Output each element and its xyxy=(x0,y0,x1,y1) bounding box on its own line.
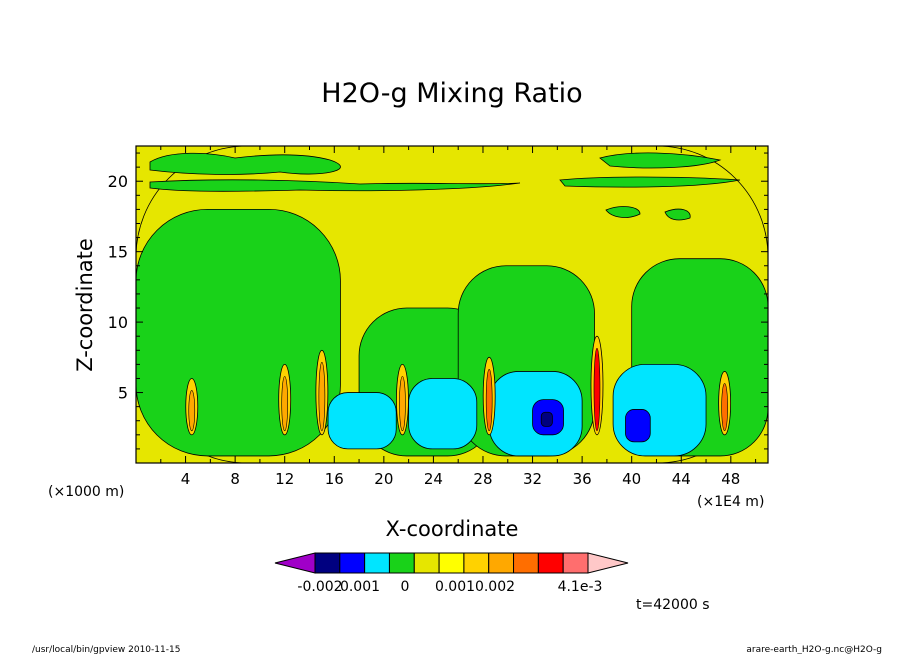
colorbar-label: -0.002 xyxy=(297,579,342,595)
x-tick-label: 12 xyxy=(275,470,294,488)
x-tick-label: 48 xyxy=(721,470,740,488)
contour-region-negative-mid xyxy=(625,409,651,443)
colorbar-swatch xyxy=(413,552,440,574)
upper-streaks xyxy=(149,152,741,221)
time-label: t=42000 s xyxy=(636,597,710,613)
colorbar-label: 0 xyxy=(401,579,410,595)
y-axis: 5 10 15 20 xyxy=(108,152,768,450)
y-tick-label: 15 xyxy=(108,243,128,262)
contour-region-zero xyxy=(136,209,341,457)
x-tick-label: 16 xyxy=(325,470,344,488)
x-axis: 4 8 12 16 20 24 28 32 36 40 44 48 xyxy=(160,146,757,488)
colorbar-label: 0.001 xyxy=(435,579,475,595)
colorbar-swatch xyxy=(339,552,366,574)
chart-title: H2O-g Mixing Ratio xyxy=(321,78,582,109)
plume-core xyxy=(485,369,493,432)
contour-region-negative-low xyxy=(408,378,478,450)
x-tick-label: 4 xyxy=(181,470,191,488)
contour-region-negative-high xyxy=(540,411,553,427)
x-tick-label: 24 xyxy=(424,470,443,488)
colorbar-label: 4.1e-3 xyxy=(558,579,603,595)
x-tick-label: 44 xyxy=(672,470,691,488)
colorbar-swatch xyxy=(537,552,564,574)
colorbar-label: 0.001 xyxy=(340,579,380,595)
x-tick-label: 20 xyxy=(374,470,393,488)
x-tick-label: 36 xyxy=(573,470,592,488)
plume-core xyxy=(318,361,326,432)
plume-core xyxy=(188,390,196,432)
contour-regions xyxy=(136,146,768,463)
footer-left-text: /usr/local/bin/gpview 2010-11-15 xyxy=(32,645,180,654)
x-axis-label: X-coordinate xyxy=(386,517,519,541)
colorbar-swatch xyxy=(463,552,490,574)
plot-frame xyxy=(135,145,769,464)
plot-field xyxy=(136,146,768,463)
x-tick-label: 40 xyxy=(622,470,641,488)
colorbar-swatch xyxy=(388,552,415,574)
contour-plumes xyxy=(185,335,732,436)
contour-region-negative-low xyxy=(327,392,397,450)
x-tick-label: 32 xyxy=(523,470,542,488)
colorbar-min-arrow xyxy=(274,552,316,574)
y-tick-label: 10 xyxy=(108,313,128,332)
x-unit-right: (×1E4 m) xyxy=(697,494,764,510)
colorbar-swatch xyxy=(314,552,341,574)
colorbar-swatch xyxy=(438,552,465,574)
x-tick-label: 28 xyxy=(473,470,492,488)
plume-core xyxy=(281,376,289,432)
y-tick-label: 20 xyxy=(108,172,128,191)
colorbar xyxy=(274,552,629,574)
colorbar-label: 0.002 xyxy=(475,579,515,595)
contour-region-negative-low xyxy=(612,363,707,457)
colorbar-swatch xyxy=(488,552,515,574)
plume-core xyxy=(593,347,601,432)
x-unit-left: (×1000 m) xyxy=(48,484,124,500)
footer-right-text: arare-earth_H2O-g.nc@H2O-g xyxy=(746,645,882,654)
y-axis-label: Z-coordinate xyxy=(73,238,97,372)
plume-core xyxy=(399,376,406,432)
colorbar-swatch xyxy=(513,552,539,574)
y-tick-label: 5 xyxy=(118,384,128,403)
colorbar-swatch xyxy=(364,552,390,574)
x-tick-label: 8 xyxy=(230,470,240,488)
colorbar-swatch xyxy=(562,552,589,574)
colorbar-max-arrow xyxy=(587,552,629,574)
plume-core xyxy=(721,383,728,432)
